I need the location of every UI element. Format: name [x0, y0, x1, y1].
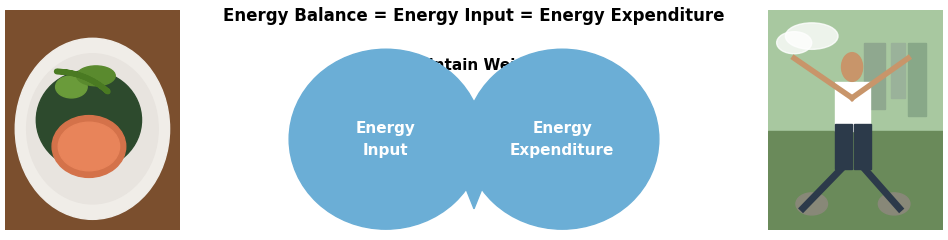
- FancyArrowPatch shape: [57, 71, 108, 92]
- Bar: [891, 43, 904, 98]
- Text: Energy Balance = Energy Input = Energy Expenditure: Energy Balance = Energy Input = Energy E…: [223, 7, 725, 25]
- Ellipse shape: [15, 38, 170, 219]
- Ellipse shape: [879, 193, 910, 215]
- Bar: [768, 131, 943, 230]
- Ellipse shape: [52, 116, 126, 177]
- Text: Energy
Expenditure: Energy Expenditure: [510, 120, 614, 158]
- Ellipse shape: [776, 32, 811, 54]
- Ellipse shape: [36, 70, 141, 170]
- Ellipse shape: [56, 76, 87, 98]
- Ellipse shape: [58, 122, 119, 171]
- Ellipse shape: [785, 23, 838, 49]
- Bar: [865, 43, 885, 109]
- Ellipse shape: [465, 49, 659, 229]
- Polygon shape: [447, 140, 501, 209]
- Ellipse shape: [27, 54, 158, 204]
- Text: Energy
Input: Energy Input: [356, 120, 416, 158]
- Bar: [908, 43, 925, 116]
- Ellipse shape: [842, 53, 863, 81]
- Ellipse shape: [77, 66, 116, 86]
- Bar: [854, 124, 871, 168]
- Ellipse shape: [796, 193, 828, 215]
- Ellipse shape: [289, 49, 483, 229]
- Text: Maintain Weight: Maintain Weight: [403, 58, 545, 72]
- Bar: [834, 124, 852, 168]
- Bar: [768, 10, 943, 131]
- Bar: [834, 83, 869, 131]
